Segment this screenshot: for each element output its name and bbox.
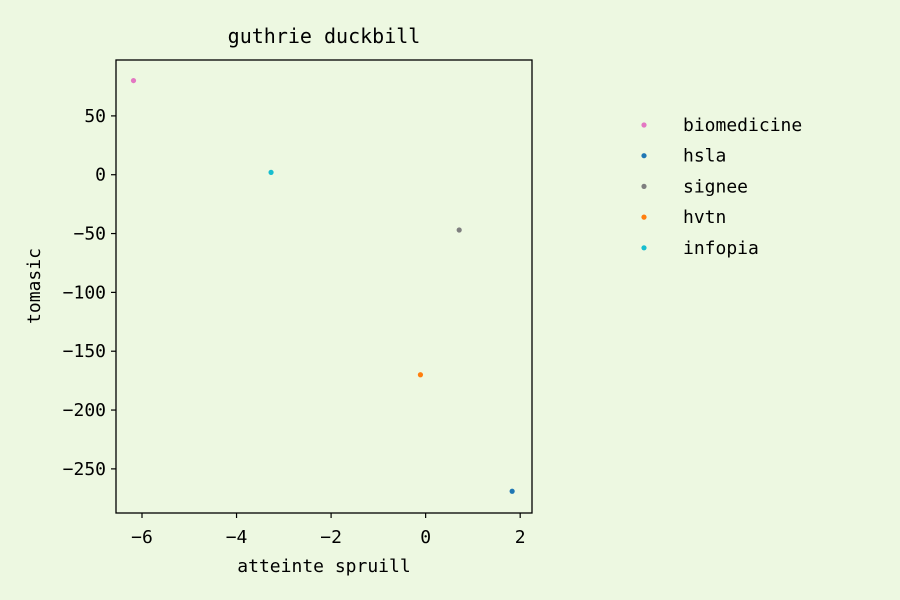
data-point-hsla — [509, 488, 515, 494]
data-point-biomedicine — [130, 77, 137, 84]
legend-label: hvtn — [683, 207, 726, 228]
data-point-infopia — [268, 169, 274, 175]
plot-area — [130, 77, 515, 494]
chart-title: guthrie duckbill — [228, 24, 421, 48]
legend-marker-biomedicine — [641, 122, 647, 128]
x-tick-label: −6 — [131, 527, 153, 548]
x-tick-label: 2 — [515, 527, 526, 548]
y-tick-label: −250 — [63, 459, 106, 480]
legend-label: infopia — [683, 238, 759, 259]
legend-label: biomedicine — [683, 115, 802, 136]
y-axis-ticks: 50 0 −50 −100 −150 −200 −250 — [63, 106, 116, 480]
legend: biomedicine hsla signee hvtn infopia — [641, 115, 802, 259]
legend-label: signee — [683, 176, 748, 197]
legend-label: hsla — [683, 146, 726, 167]
x-tick-label: 0 — [420, 527, 431, 548]
plot-frame — [115, 59, 533, 514]
x-tick-label: −4 — [226, 527, 248, 548]
data-point-hvtn — [417, 372, 424, 378]
y-tick-label: −50 — [73, 224, 106, 245]
y-tick-label: −100 — [63, 282, 106, 303]
legend-marker-hvtn — [641, 214, 647, 220]
legend-marker-hsla — [641, 153, 647, 159]
y-tick-label: 0 — [95, 165, 106, 186]
y-tick-label: −200 — [63, 400, 106, 421]
legend-marker-signee — [641, 183, 647, 189]
legend-marker-infopia — [641, 245, 647, 251]
y-axis-label: tomasic — [24, 248, 45, 324]
y-tick-label: 50 — [84, 106, 106, 127]
y-tick-label: −150 — [63, 341, 106, 362]
x-axis-ticks: −6 −4 −2 0 2 — [131, 513, 526, 548]
x-tick-label: −2 — [320, 527, 342, 548]
data-point-signee — [456, 227, 462, 233]
x-axis-label: atteinte spruill — [237, 556, 410, 577]
